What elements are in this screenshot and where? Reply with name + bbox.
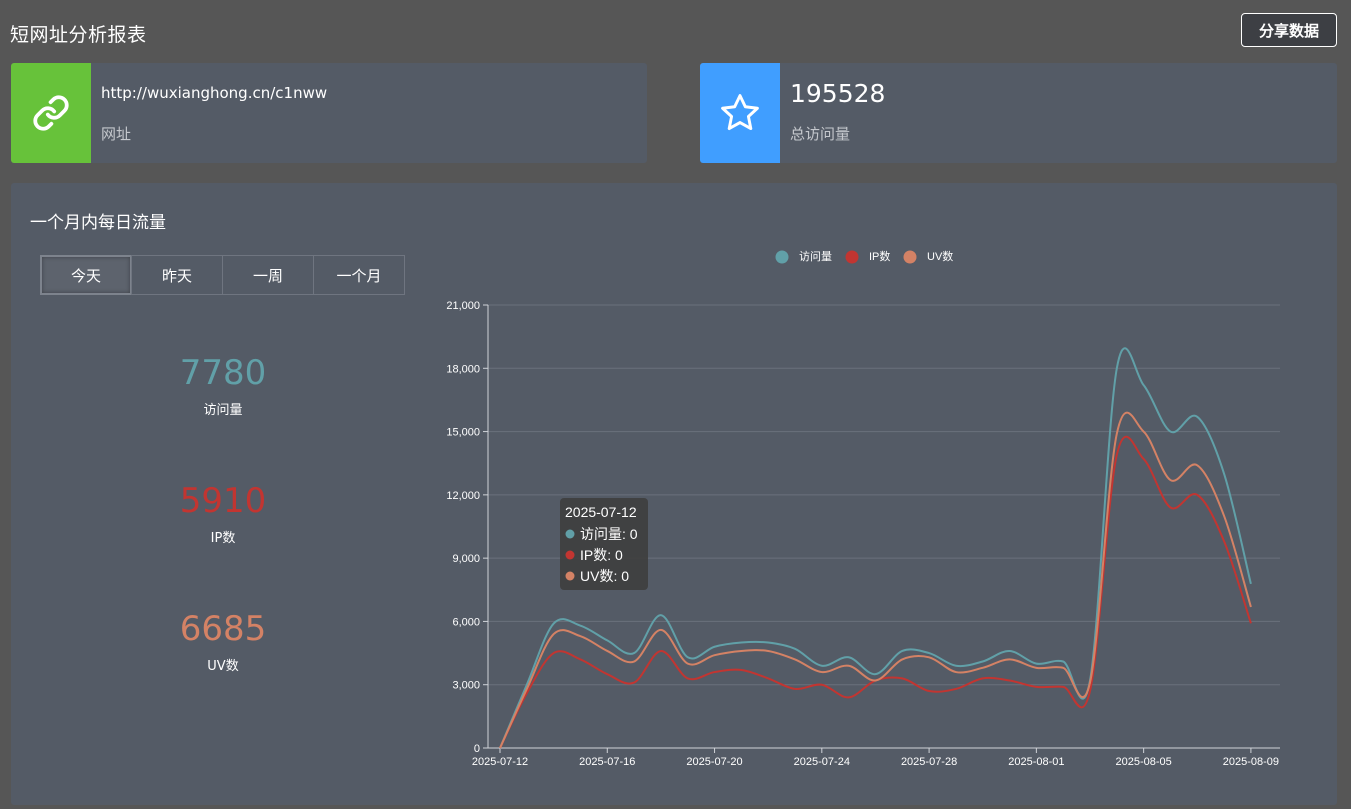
x-tick-label: 2025-07-20 <box>686 756 742 768</box>
stat-ip: 5910 IP数 <box>123 481 323 546</box>
y-tick-label: 12,000 <box>446 490 480 502</box>
stat-visits-label: 访问量 <box>203 403 243 418</box>
y-tick-label: 3,000 <box>452 680 480 692</box>
star-icon <box>721 94 759 131</box>
short-url-label: 网址 <box>101 125 132 143</box>
legend-visits-marker <box>775 250 789 264</box>
y-tick-label: 15,000 <box>446 427 480 439</box>
y-tick-label: 9,000 <box>452 553 480 565</box>
stat-uv-label: UV数 <box>207 659 239 674</box>
x-tick-label: 2025-08-01 <box>1008 756 1064 768</box>
star-icon-box <box>700 63 780 163</box>
tooltip-row: 访问量: 0 <box>580 526 638 542</box>
x-tick-label: 2025-08-05 <box>1115 756 1171 768</box>
short-url-value[interactable]: http://wuxianghong.cn/c1nww <box>101 84 328 102</box>
legend-uv-label: UV数 <box>927 250 953 263</box>
stat-uv: 6685 UV数 <box>123 609 323 674</box>
panel-title: 一个月内每日流量 <box>30 213 166 233</box>
daily-traffic-panel: 一个月内每日流量 今天 昨天 一周 一个月 7780 访问量 5910 IP数 … <box>11 183 1337 805</box>
legend-uv-marker <box>903 250 917 264</box>
x-tick-label: 2025-08-09 <box>1223 756 1279 768</box>
stat-visits: 7780 访问量 <box>123 353 323 418</box>
stat-visits-value: 7780 <box>179 353 267 393</box>
legend-ip-label: IP数 <box>869 250 890 263</box>
stat-ip-value: 5910 <box>179 481 267 521</box>
tooltip-title: 2025-07-12 <box>565 504 637 520</box>
x-tick-label: 2025-07-12 <box>472 756 528 768</box>
range-tabs: 今天 昨天 一周 一个月 <box>40 255 405 295</box>
y-tick-label: 18,000 <box>446 363 480 375</box>
series-line-ip <box>499 435 1252 749</box>
stat-uv-value: 6685 <box>179 609 267 649</box>
x-tick-label: 2025-07-16 <box>579 756 635 768</box>
series-line-uv <box>499 411 1252 749</box>
tooltip-marker <box>565 529 575 539</box>
page-title: 短网址分析报表 <box>10 24 147 46</box>
y-tick-label: 6,000 <box>452 616 480 628</box>
y-tick-label: 21,000 <box>446 300 480 312</box>
stat-ip-label: IP数 <box>210 531 236 546</box>
y-tick-label: 0 <box>474 743 480 755</box>
total-visits-value: 195528 <box>790 79 886 108</box>
total-visits-label: 总访问量 <box>790 125 851 143</box>
x-tick-label: 2025-07-24 <box>794 756 850 768</box>
link-icon-box <box>11 63 91 163</box>
tooltip-row: IP数: 0 <box>580 547 623 563</box>
tooltip-marker <box>565 571 575 581</box>
legend-ip-marker <box>845 250 859 264</box>
tab-month[interactable]: 一个月 <box>313 255 405 295</box>
tab-week[interactable]: 一周 <box>222 255 314 295</box>
x-tick-label: 2025-07-28 <box>901 756 957 768</box>
tooltip-box <box>560 498 648 590</box>
series-line-visits <box>499 347 1252 749</box>
total-visits-card: 195528 总访问量 <box>700 63 1337 163</box>
tooltip-marker <box>565 550 575 560</box>
share-data-button[interactable]: 分享数据 <box>1241 13 1337 47</box>
legend-visits-label: 访问量 <box>799 250 832 263</box>
url-card: http://wuxianghong.cn/c1nww 网址 <box>11 63 647 163</box>
tooltip-row: UV数: 0 <box>580 568 629 584</box>
link-icon <box>33 95 69 131</box>
